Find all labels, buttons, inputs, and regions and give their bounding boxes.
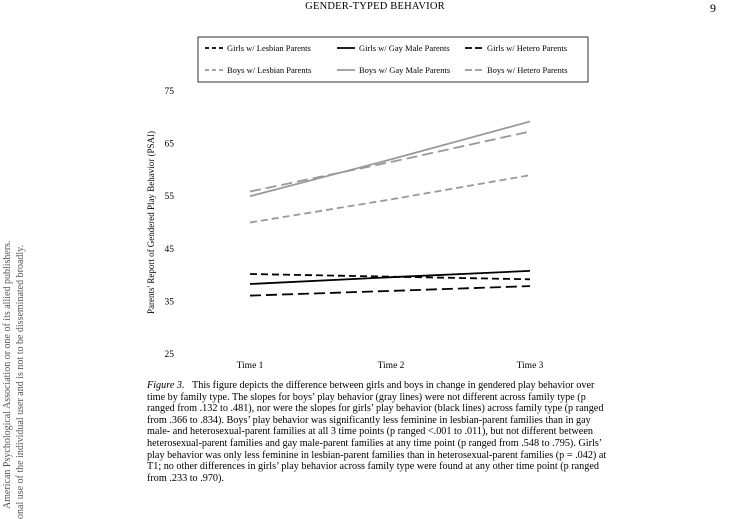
chart-axes: 25 35 45 55 65 75 Time 1 Time 2 Time 3 Parents' R… <box>146 87 544 371</box>
line-chart: Girls w/ Lesbian Parents Girls w/ Gay Mal… <box>146 36 589 371</box>
legend-label-6: Boys w/ Hetero Parents <box>487 65 568 75</box>
running-head: GENDER-TYPED BEHAVIOR <box>305 1 445 12</box>
page-number: 9 <box>710 1 716 15</box>
legend-label-2: Girls w/ Gay Male Parents <box>359 43 450 53</box>
series-line-1 <box>249 273 531 281</box>
y-tick-label-55: 55 <box>165 192 175 202</box>
legend-box <box>197 36 589 83</box>
series-line-3 <box>249 285 531 297</box>
chart-plot-area <box>249 120 531 297</box>
figure-caption: Figure 3. This figure depicts the differ… <box>147 380 607 484</box>
legend-label-5: Boys w/ Gay Male Parents <box>359 65 450 75</box>
series-line-4 <box>249 174 531 224</box>
y-tick-label-65: 65 <box>165 140 175 150</box>
y-tick-label-45: 45 <box>165 245 175 255</box>
y-tick-label-35: 35 <box>165 297 175 307</box>
x-tick-label-3: Time 3 <box>517 361 544 371</box>
x-tick-label-2: Time 2 <box>378 361 405 371</box>
x-tick-label-1: Time 1 <box>237 361 264 371</box>
y-tick-label-75: 75 <box>165 87 175 97</box>
figure-label: Figure 3. <box>147 380 185 391</box>
y-tick-label-25: 25 <box>165 350 175 360</box>
series-line-6 <box>249 130 531 193</box>
legend-label-4: Boys w/ Lesbian Parents <box>227 65 311 75</box>
series-line-2 <box>249 270 531 285</box>
chart-legend: Girls w/ Lesbian Parents Girls w/ Gay Mal… <box>197 36 589 83</box>
legend-label-1: Girls w/ Lesbian Parents <box>227 43 311 53</box>
legend-label-3: Girls w/ Hetero Parents <box>487 43 567 53</box>
series-line-5 <box>249 120 531 198</box>
figure-caption-text: This figure depicts the difference betwe… <box>147 380 607 484</box>
y-axis-label: Parents' Report of Gendered Play Behavio… <box>146 131 156 314</box>
